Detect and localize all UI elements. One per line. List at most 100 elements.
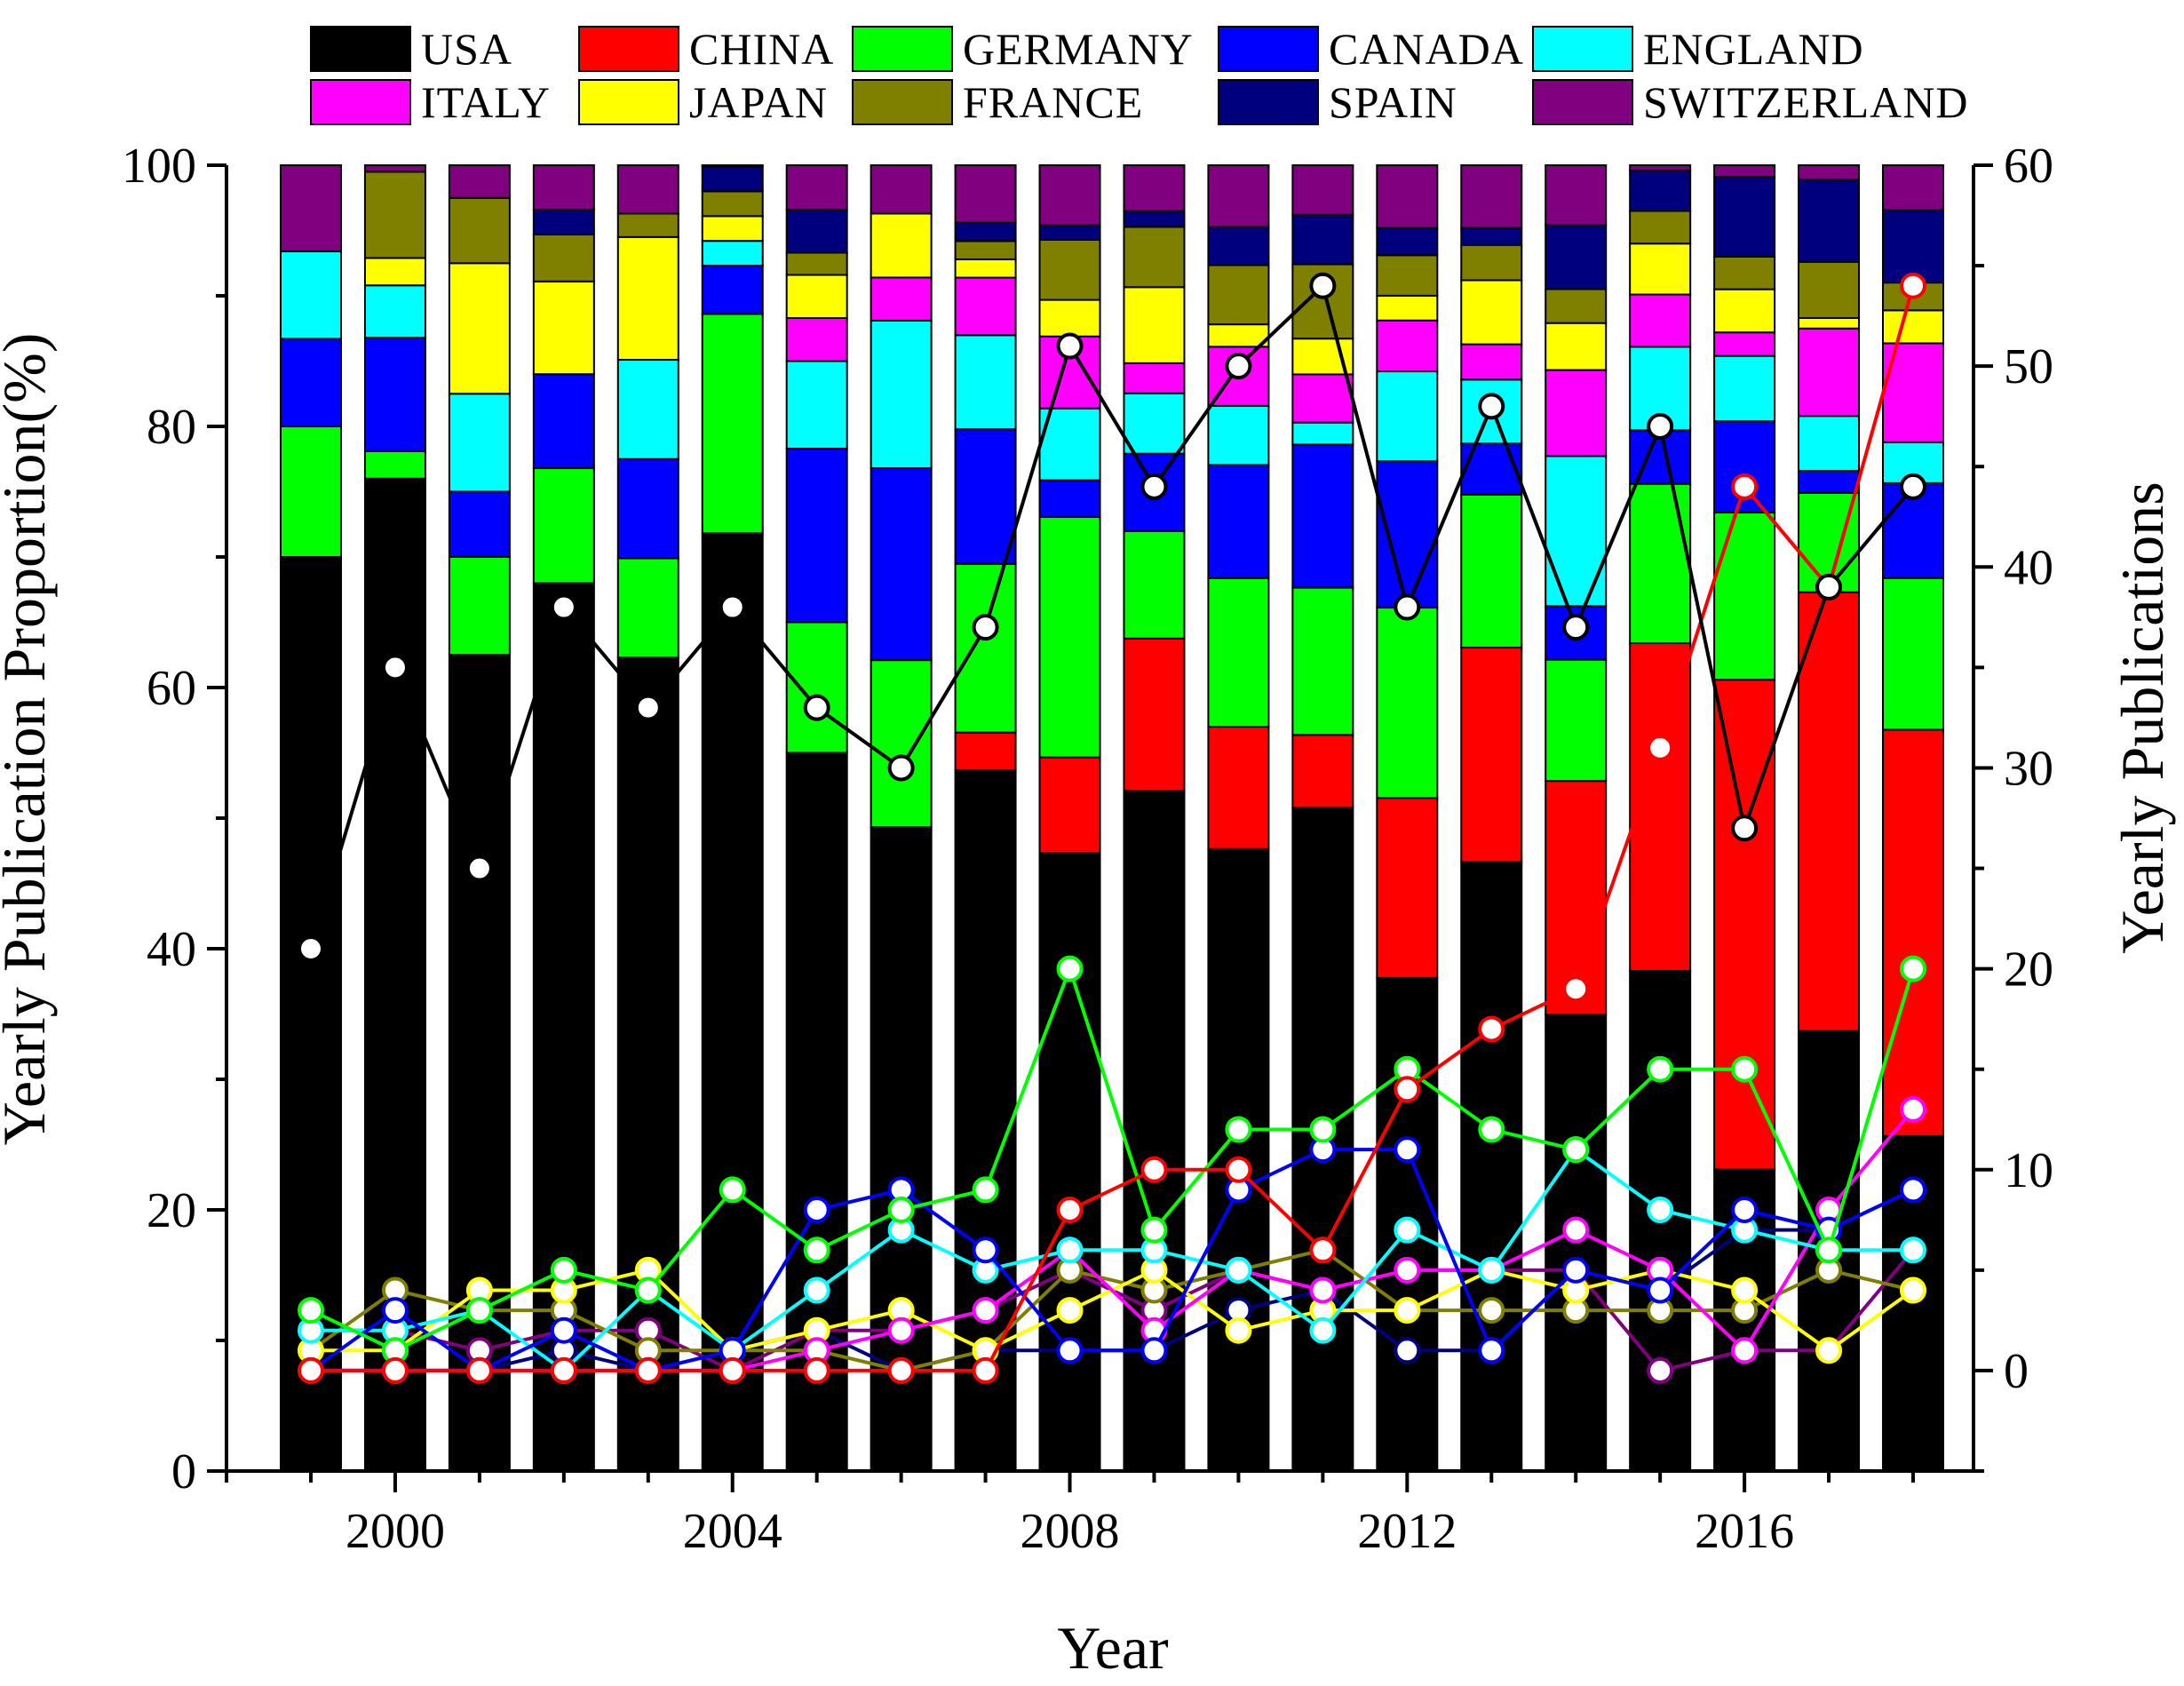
bar-segment-england-2009 bbox=[1123, 392, 1186, 455]
point-germany-2004 bbox=[719, 1176, 746, 1204]
bar-segment-france-2013 bbox=[1460, 243, 1523, 282]
bar-segment-canada-2013 bbox=[1460, 442, 1523, 496]
bar-segment-england-2000 bbox=[363, 284, 426, 339]
bar-segment-switzerland-2018 bbox=[1882, 164, 1944, 211]
bar-segment-japan-2014 bbox=[1545, 322, 1608, 371]
legend-item-spain: SPAIN bbox=[1218, 77, 1457, 127]
y-axis-left-title: Yearly Publication Proportion(%) bbox=[0, 333, 58, 1146]
bar-segment-switzerland-2007 bbox=[954, 164, 1017, 224]
bar-segment-switzerland-2008 bbox=[1038, 164, 1101, 227]
bar-segment-spain-2012 bbox=[1376, 227, 1439, 257]
bar-segment-england-2011 bbox=[1291, 421, 1354, 446]
axes: 0 20 40 60 80 100 0 10 20 30 40 50 60 2000 2004 2008 201… bbox=[122, 139, 2053, 1559]
point-china-2008 bbox=[1056, 1197, 1084, 1223]
point-china-2007 bbox=[972, 1356, 999, 1384]
point-england-2008 bbox=[1056, 1237, 1084, 1264]
y-left-tick-label: 20 bbox=[147, 1183, 196, 1238]
bar-stack-2007 bbox=[954, 164, 1017, 1472]
bar-segment-italy-2009 bbox=[1123, 362, 1186, 394]
bar-stack-2015 bbox=[1629, 164, 1692, 1472]
point-canada-2008 bbox=[1056, 1337, 1084, 1364]
bar-segment-canada-1999 bbox=[280, 338, 342, 428]
bar-segment-england-2001 bbox=[448, 393, 511, 493]
point-germany-2002 bbox=[550, 1256, 577, 1284]
bar-segment-canada-2002 bbox=[532, 373, 595, 470]
bar-segment-spain-2018 bbox=[1882, 209, 1944, 284]
bar-segment-japan-2013 bbox=[1460, 279, 1523, 346]
bar-segment-spain-2015 bbox=[1629, 169, 1692, 212]
bar-stack-2004 bbox=[701, 164, 764, 1472]
point-usa-2011 bbox=[1309, 272, 1337, 299]
point-china-2016 bbox=[1731, 473, 1759, 500]
bar-segment-england-2004 bbox=[701, 240, 764, 267]
legend-swatch bbox=[852, 79, 953, 125]
bar-segment-spain-2004 bbox=[701, 165, 764, 193]
bar-segment-japan-2018 bbox=[1882, 309, 1944, 345]
bar-segment-germany-2000 bbox=[363, 449, 426, 480]
bar-segment-china-2009 bbox=[1123, 637, 1186, 792]
bar-segment-germany-2002 bbox=[532, 467, 595, 585]
bar-segment-canada-2000 bbox=[363, 337, 426, 452]
point-usa-2008 bbox=[1056, 332, 1084, 360]
point-germany-2013 bbox=[1478, 1116, 1505, 1143]
bar-stack-2008 bbox=[1038, 164, 1101, 1472]
point-spain-2012 bbox=[1394, 1337, 1421, 1364]
point-italy-2018 bbox=[1900, 1095, 1926, 1123]
bar-segment-china-2007 bbox=[954, 731, 1017, 772]
y-left-tick-label: 60 bbox=[147, 661, 196, 716]
bar-stack-2009 bbox=[1123, 164, 1186, 1472]
bar-segment-france-2007 bbox=[954, 240, 1017, 260]
point-usa-2003 bbox=[634, 694, 662, 721]
bar-segment-canada-2011 bbox=[1291, 443, 1354, 589]
point-usa-2007 bbox=[972, 614, 999, 641]
point-canada-2012 bbox=[1394, 1136, 1421, 1164]
point-japan-2018 bbox=[1900, 1276, 1926, 1304]
bar-segment-japan-2001 bbox=[448, 262, 511, 395]
legend-label: USA bbox=[421, 24, 512, 74]
point-japan-2010 bbox=[1225, 1316, 1252, 1344]
x-tick-label: 2012 bbox=[1357, 1504, 1457, 1559]
bar-segment-france-2003 bbox=[616, 212, 679, 238]
y-right-tick-label: 30 bbox=[2004, 741, 2053, 796]
bar-segment-spain-2009 bbox=[1123, 210, 1186, 228]
count-lines bbox=[298, 272, 1926, 1384]
legend-label: FRANCE bbox=[963, 77, 1143, 127]
bar-segment-japan-2006 bbox=[870, 212, 933, 279]
point-usa-2015 bbox=[1647, 413, 1674, 440]
bar-segment-england-2003 bbox=[616, 359, 679, 460]
bar-segment-japan-2007 bbox=[954, 258, 1017, 279]
point-germany-2017 bbox=[1815, 1237, 1843, 1264]
point-france-2013 bbox=[1478, 1297, 1505, 1324]
bar-stack-2000 bbox=[363, 164, 426, 1472]
point-canada-2007 bbox=[972, 1237, 999, 1264]
bar-segment-france-2002 bbox=[532, 233, 595, 282]
legend-label: CANADA bbox=[1329, 24, 1524, 74]
bar-segment-switzerland-2009 bbox=[1123, 164, 1186, 212]
point-china-2005 bbox=[803, 1356, 830, 1384]
bar-segment-china-2016 bbox=[1713, 679, 1776, 1171]
point-germany-1999 bbox=[298, 1297, 324, 1324]
bar-segment-germany-2010 bbox=[1207, 577, 1270, 728]
bar-stack-2001 bbox=[448, 164, 511, 1472]
bar-segment-germany-2011 bbox=[1291, 586, 1354, 736]
bar-segment-switzerland-2017 bbox=[1798, 164, 1861, 181]
point-japan-2017 bbox=[1815, 1337, 1843, 1364]
point-italy-2012 bbox=[1394, 1256, 1421, 1284]
bar-segment-england-2006 bbox=[870, 319, 933, 470]
bar-segment-switzerland-2011 bbox=[1291, 164, 1354, 216]
legend-item-canada: CANADA bbox=[1218, 24, 1524, 74]
bar-segment-switzerland-2004 bbox=[701, 164, 764, 168]
bar-segment-germany-1999 bbox=[280, 425, 342, 558]
y-left-tick-label: 0 bbox=[171, 1444, 196, 1499]
bar-segment-france-2015 bbox=[1629, 210, 1692, 245]
point-usa-2002 bbox=[550, 593, 577, 621]
bar-segment-switzerland-2001 bbox=[448, 164, 511, 199]
point-china-2013 bbox=[1478, 1015, 1505, 1043]
point-japan-2016 bbox=[1731, 1276, 1759, 1304]
bar-segment-germany-2013 bbox=[1460, 493, 1523, 648]
bar-stack-1999 bbox=[280, 164, 342, 1472]
point-italy-2007 bbox=[972, 1297, 999, 1324]
point-canada-2014 bbox=[1562, 1256, 1590, 1284]
stacked-bars bbox=[280, 164, 1944, 1473]
